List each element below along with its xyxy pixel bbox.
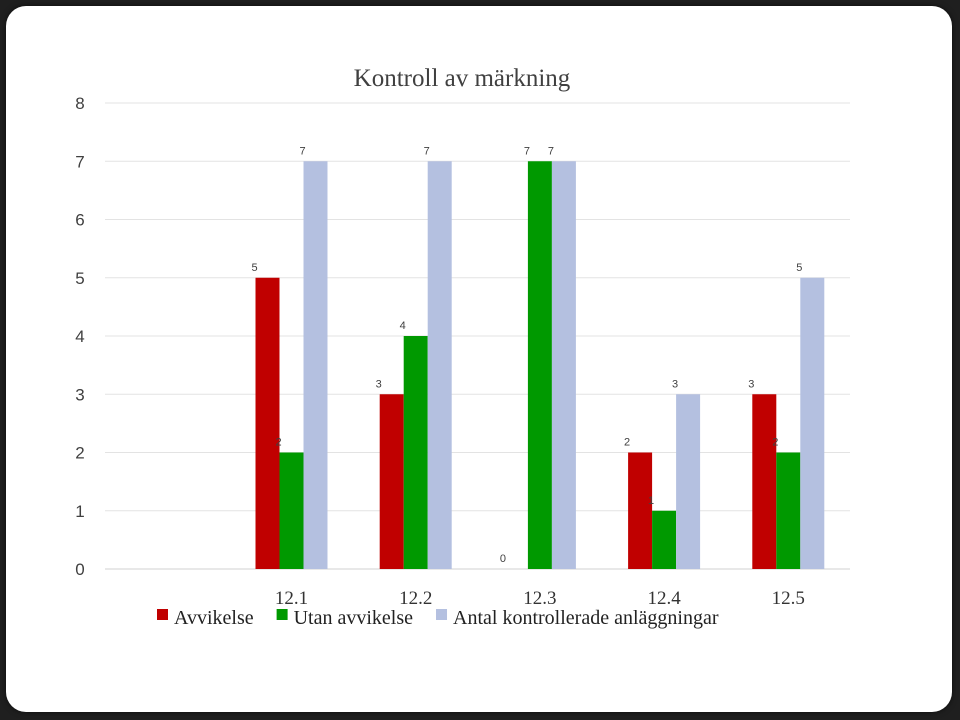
- bar: [255, 277, 280, 569]
- x-category-label: 12.5: [772, 588, 805, 609]
- data-label: 3: [376, 378, 382, 390]
- data-label: 2: [275, 437, 281, 449]
- data-label: 5: [796, 262, 802, 274]
- bar: [279, 452, 304, 569]
- data-label: 0: [500, 553, 506, 565]
- data-label: 5: [251, 262, 257, 274]
- data-label: 7: [299, 145, 305, 157]
- data-label: 7: [424, 145, 430, 157]
- bar: [527, 161, 552, 569]
- data-label: 7: [548, 145, 554, 157]
- bar: [676, 394, 701, 569]
- y-tick-label: 6: [75, 211, 84, 230]
- legend-swatch: [276, 609, 288, 620]
- x-axis-categories: 12.1 12.2 12.3 12.4 12.5: [275, 588, 805, 609]
- legend: Avvikelse Utan avvikelse Antal kontrollera…: [157, 607, 719, 629]
- y-tick-label: 2: [75, 444, 84, 463]
- grid-lines: [105, 102, 850, 570]
- x-category-label: 12.1: [275, 588, 308, 609]
- x-category-label: 12.3: [523, 588, 556, 609]
- bar: [776, 452, 801, 569]
- chart-title: Kontroll av märkning: [354, 65, 571, 92]
- data-label: 4: [400, 320, 406, 332]
- data-label: 1: [648, 495, 654, 507]
- legend-label: Utan avvikelse: [294, 607, 414, 629]
- y-tick-label: 4: [75, 327, 84, 346]
- bar: [427, 161, 452, 569]
- y-tick-label: 8: [75, 94, 84, 113]
- y-axis-ticks: 0 1 2 3 4 5 6 7 8: [75, 94, 84, 579]
- legend-label: Avvikelse: [174, 607, 254, 629]
- y-tick-label: 0: [75, 560, 84, 579]
- x-category-label: 12.2: [399, 588, 432, 609]
- bar: [303, 161, 328, 569]
- y-tick-label: 1: [75, 502, 84, 521]
- y-tick-label: 3: [75, 385, 84, 404]
- data-label: 3: [672, 378, 678, 390]
- y-tick-label: 7: [75, 152, 84, 171]
- bar: [800, 277, 825, 569]
- y-tick-label: 5: [75, 269, 84, 288]
- bar: [403, 336, 428, 569]
- legend-swatch: [157, 609, 168, 620]
- x-category-label: 12.4: [647, 588, 681, 609]
- data-label: 7: [524, 145, 530, 157]
- legend-swatch: [436, 609, 448, 620]
- bar: [752, 394, 777, 569]
- slide-frame: [6, 6, 952, 712]
- bar: [628, 452, 653, 569]
- data-label: 2: [772, 437, 778, 449]
- bars: [255, 161, 825, 569]
- data-labels: 5 2 7 3 4 7 0 7 7 2 1 3 3 2 5: [251, 145, 802, 565]
- legend-label: Antal kontrollerade anläggningar: [453, 607, 719, 629]
- bar: [379, 394, 404, 569]
- bar: [652, 510, 677, 569]
- data-label: 2: [624, 437, 630, 449]
- bar: [551, 161, 576, 569]
- data-label: 3: [748, 378, 754, 390]
